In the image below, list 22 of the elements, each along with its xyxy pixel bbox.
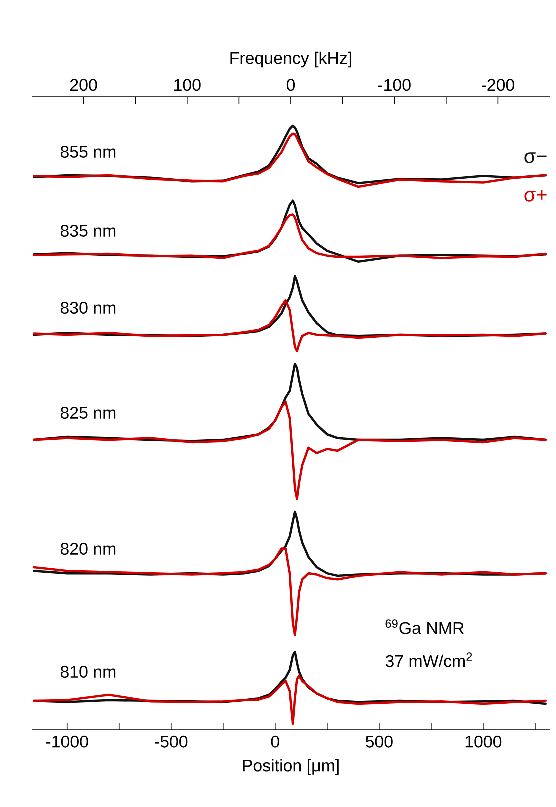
annotation: 835 nm [60, 224, 116, 237]
x2-tick-label: 0 [286, 79, 296, 92]
x-tick-label: 1000 [466, 736, 502, 748]
annotation: 810 nm [60, 666, 116, 678]
x2-tick-label: -200 [482, 79, 514, 92]
x2-tick-label: 200 [70, 79, 98, 92]
annotation: 820 nm [60, 543, 116, 555]
x-tick-label: -500 [155, 736, 188, 748]
annotation: 825 nm [60, 406, 116, 419]
x-tick-label: -1000 [46, 736, 88, 748]
annotation: 830 nm [60, 302, 116, 314]
series-label: σ+ [524, 190, 547, 202]
x2-axis-title: Frequency [kHz] [230, 52, 352, 68]
x2-tick-label: -100 [378, 79, 411, 92]
x2-tick-label: 100 [174, 79, 201, 92]
series-label: σ− [524, 152, 547, 164]
x-tick-label: 0 [271, 736, 280, 748]
annotation: $^{69}$Ga NMR [386, 620, 464, 634]
x-axis-title: Position [μm] [243, 759, 339, 776]
annotation: 855 nm [60, 146, 116, 158]
annotation: 37 mW/cm$^{2}$ [386, 652, 472, 668]
x-tick-label: 500 [366, 736, 393, 748]
